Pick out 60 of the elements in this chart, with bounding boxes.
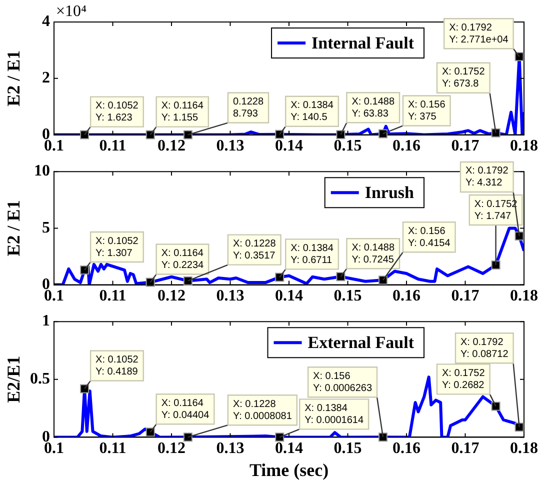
x-tick-label: 0.17 <box>451 138 480 155</box>
x-tick-label: 0.16 <box>392 288 420 305</box>
x-tick-label: 0.18 <box>510 288 538 305</box>
x-tick-label: 0.16 <box>392 440 420 457</box>
annotation: X: 0.156 Y: 0.4154 <box>408 226 451 249</box>
annotation: X: 0.1488 Y: 0.7245 <box>352 242 395 266</box>
annotation: X: 0.1164 Y: 0.04404 <box>161 398 210 421</box>
x-tick-label: 0.17 <box>451 440 480 457</box>
legend-label: Inrush <box>364 182 415 202</box>
annotation: X: 0.1384 Y: 140.5 <box>290 100 334 124</box>
x-tick-label: 0.12 <box>158 288 186 305</box>
x-tick-label: 0.18 <box>510 440 538 457</box>
annotation: X: 0.1752 Y: 0.2682 <box>442 368 486 391</box>
x-tick-label: 0.11 <box>99 288 126 305</box>
text: ×10⁴ <box>56 3 88 20</box>
y-axis-title: E2 / E1 <box>3 50 24 106</box>
x-tick-label: 0.11 <box>99 440 126 457</box>
annotation: X: 0.1052 Y: 0.4189 <box>96 354 139 378</box>
x-tick-label: 0.16 <box>392 138 420 155</box>
y-tick-label: 1 <box>42 312 50 330</box>
annotation: X: 0.1228 Y: 0.3517 <box>232 238 276 262</box>
x-tick-label: 0.15 <box>334 138 362 155</box>
annotation: X: 0.1752 Y: 673.8 <box>442 66 486 90</box>
annotation: X: 0.1228 Y: 0.0008081 <box>232 398 292 422</box>
x-tick-label: 0.13 <box>216 288 244 305</box>
annotation: X: 0.1164 Y: 0.2234 <box>161 248 204 272</box>
annotation: X: 0.156 Y: 375 <box>408 99 446 122</box>
x-tick-label: 0.14 <box>275 138 303 155</box>
annotation: 0.1228 8.793 <box>232 96 264 120</box>
annotation: X: 0.1384 Y: 0.0001614 <box>304 402 364 426</box>
annotation: X: 0.1792 Y: 2.771e+04 <box>449 22 509 46</box>
x-tick-label: 0.14 <box>275 440 303 457</box>
annotation: X: 0.1384 Y: 0.6711 <box>290 242 334 266</box>
y-tick-label: 10 <box>34 162 50 180</box>
x-tick-label: 0.17 <box>451 288 480 305</box>
x-tick-label: 0.12 <box>158 440 186 457</box>
annotation: X: 0.1164 Y: 1.155 <box>161 100 204 124</box>
x-tick-label: 0.13 <box>216 440 244 457</box>
x-tick-label: 0.15 <box>334 440 362 457</box>
annotation: X: 0.1052 Y: 1.623 <box>96 100 139 124</box>
legend-label: External Fault <box>308 332 414 352</box>
x-tick-label: 0.13 <box>216 138 244 155</box>
annotation: X: 0.1488 Y: 63.83 <box>352 96 395 120</box>
x-axis-title: Time (sec) <box>249 460 329 480</box>
legend-label: Internal Fault <box>312 33 414 52</box>
y-axis-title: E2/E1 <box>3 356 24 403</box>
annotation: X: 0.1052 Y: 1.307 <box>96 236 139 259</box>
x-tick-label: 0.18 <box>510 138 538 155</box>
x-tick-label: 0.11 <box>99 138 126 155</box>
y-axis-title: E2 / E1 <box>3 200 24 256</box>
x-tick-label: 0.14 <box>275 288 303 305</box>
annotation: X: 0.156 Y: 0.0006263 <box>313 370 372 394</box>
annotation: X: 0.1792 Y: 4.312 <box>465 166 509 189</box>
annotation: X: 0.1792 Y: 0.08712 <box>460 336 509 360</box>
y-tick-label: 2 <box>42 70 50 87</box>
y-tick-label: 0.5 <box>30 370 50 388</box>
x-tick-label: 0.12 <box>158 138 186 155</box>
y-tick-label: 5 <box>42 219 50 236</box>
x-tick-label: 0.15 <box>334 288 362 305</box>
y-tick-label: 4 <box>42 13 50 30</box>
